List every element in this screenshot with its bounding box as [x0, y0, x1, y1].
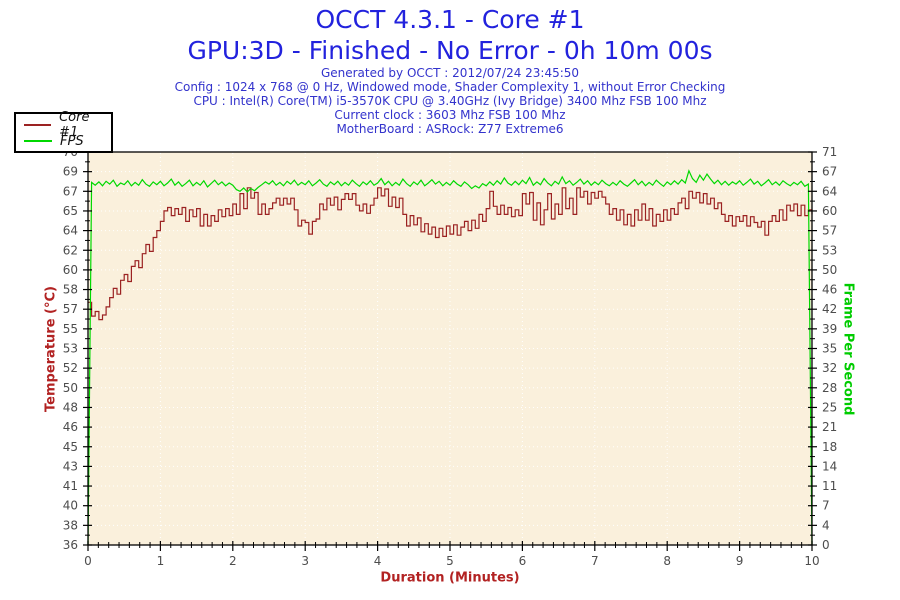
x-tick-label: 1: [157, 554, 165, 568]
fps-line-swatch: [24, 140, 52, 142]
report-header: OCCT 4.3.1 - Core #1 GPU:3D - Finished -…: [0, 4, 900, 136]
y-left-tick-label: 36: [63, 538, 78, 552]
y-right-tick-label: 25: [822, 400, 837, 414]
cpu-line: CPU : Intel(R) Core(TM) i5-3570K CPU @ 3…: [193, 94, 707, 108]
y-left-tick-label: 62: [63, 243, 78, 257]
x-tick-label: 3: [301, 554, 309, 568]
y-left-tick-label: 38: [63, 518, 78, 532]
y-right-tick-label: 32: [822, 361, 837, 375]
core1-line-swatch: [24, 124, 52, 126]
legend-item-fps: FPS: [16, 133, 111, 149]
y-right-tick-label: 50: [822, 263, 837, 277]
y-right-tick-label: 7: [822, 499, 830, 513]
x-tick-label: 2: [229, 554, 237, 568]
x-tick-label: 0: [84, 554, 92, 568]
motherboard-line: MotherBoard : ASRock: Z77 Extreme6: [336, 122, 564, 136]
series-fps: [87, 169, 813, 546]
y-right-tick-label: 64: [822, 184, 837, 198]
y-right-tick-label: 39: [822, 322, 837, 336]
y-left-tick-label: 45: [63, 440, 78, 454]
y-left-tick-label: 55: [63, 322, 78, 336]
y-right-tick-label: 42: [822, 302, 837, 316]
x-tick-label: 10: [804, 554, 819, 568]
y-left-axis-title: Temperature (°C): [43, 286, 59, 412]
y-left-tick-label: 40: [63, 499, 78, 513]
y-right-tick-label: 57: [822, 224, 837, 238]
y-right-tick-label: 60: [822, 204, 837, 218]
y-left-tick-label: 69: [63, 165, 78, 179]
y-right-tick-label: 14: [822, 459, 837, 473]
x-tick-label: 8: [663, 554, 671, 568]
y-left-tick-label: 52: [63, 361, 78, 375]
y-right-tick-label: 4: [822, 518, 830, 532]
series-core-1: [88, 187, 813, 321]
y-right-tick-label: 18: [822, 440, 837, 454]
y-left-tick-label: 65: [63, 204, 78, 218]
y-left-tick-label: 46: [63, 420, 78, 434]
y-left-tick-label: 58: [63, 283, 78, 297]
y-right-tick-label: 67: [822, 165, 837, 179]
x-axis-title: Duration (Minutes): [380, 570, 520, 586]
chart-legend: Core #1 FPS: [14, 110, 113, 153]
legend-item-core1: Core #1: [16, 110, 111, 140]
y-right-tick-label: 46: [822, 283, 837, 297]
y-left-tick-label: 41: [63, 479, 78, 493]
x-tick-label: 4: [374, 554, 382, 568]
legend-label-core1: Core #1: [59, 110, 90, 140]
y-left-tick-label: 67: [63, 184, 78, 198]
x-tick-label: 6: [519, 554, 527, 568]
y-right-tick-label: 21: [822, 420, 837, 434]
y-left-tick-label: 48: [63, 400, 78, 414]
x-tick-label: 9: [736, 554, 744, 568]
page-subtitle: GPU:3D - Finished - No Error - 0h 10m 00…: [187, 36, 713, 65]
legend-label-fps: FPS: [60, 133, 84, 149]
page-title: OCCT 4.3.1 - Core #1: [315, 5, 585, 34]
y-left-tick-label: 57: [63, 302, 78, 316]
y-right-tick-label: 0: [822, 538, 830, 552]
y-left-tick-label: 43: [63, 459, 78, 473]
y-left-tick-label: 60: [63, 263, 78, 277]
y-right-axis-title: Frame Per Second: [840, 282, 856, 416]
y-right-tick-label: 28: [822, 381, 837, 395]
x-tick-label: 7: [591, 554, 599, 568]
y-right-tick-label: 53: [822, 243, 837, 257]
clock-line: Current clock : 3603 Mhz FSB 100 Mhz: [334, 108, 566, 122]
y-right-tick-label: 35: [822, 342, 837, 356]
generated-line: Generated by OCCT : 2012/07/24 23:45:50: [320, 66, 580, 80]
y-right-tick-label: 11: [822, 479, 837, 493]
x-tick-label: 5: [446, 554, 454, 568]
y-left-tick-label: 64: [63, 224, 78, 238]
config-line: Config : 1024 x 768 @ 0 Hz, Windowed mod…: [174, 80, 726, 94]
y-left-tick-label: 50: [63, 381, 78, 395]
y-left-tick-label: 53: [63, 342, 78, 356]
y-right-tick-label: 71: [822, 145, 837, 159]
